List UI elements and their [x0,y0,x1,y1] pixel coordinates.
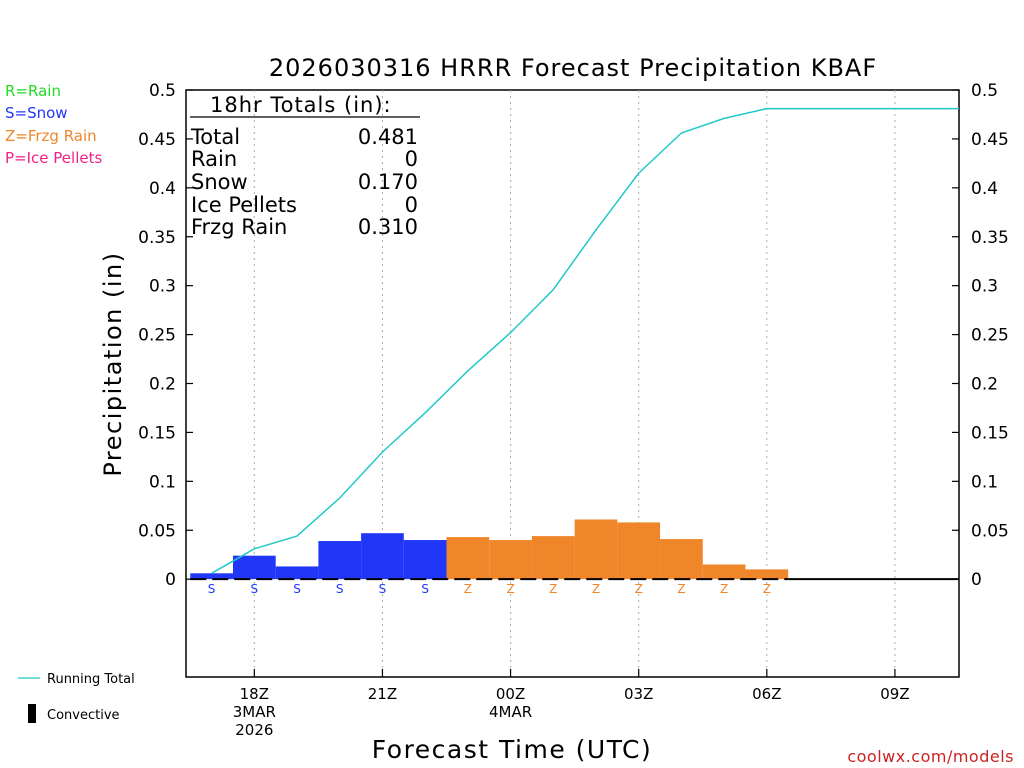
x-axis-label: Forecast Time (UTC) [372,735,652,764]
y-axis-ticks: 0 0 0.05 0.05 0.1 0.1 0.15 0.15 0.2 0.2 0.25 0.25 0.… [138,81,1009,590]
precip-bar [275,566,319,580]
precip-type-marker: Z [592,582,600,596]
running-total-legend-label: Running Total [47,672,135,687]
plot-frame [185,89,960,678]
precip-type-marker: S [251,582,259,596]
type-legend: R=Rain S=Snow Z=Frzg Rain P=Ice Pellets [5,82,102,167]
precip-type-marker: S [336,582,344,596]
precip-bars [190,519,789,580]
chart-title: 2026030316 HRRR Forecast Precipitation K… [269,54,877,82]
precip-type-marker: Z [635,582,643,596]
precip-type-marker: S [379,582,387,596]
y-tick-label-left: 0 [165,570,176,590]
x-tick-label: 06Z [752,685,781,703]
y-tick-label-left: 0.2 [149,375,176,395]
y-tick-label-right: 0.5 [971,81,998,101]
y-tick-label-right: 0.45 [971,130,1009,150]
y-tick-label-left: 0.1 [149,472,176,492]
y-tick-label-left: 0.3 [149,277,176,297]
grid-lines [253,90,896,677]
totals-row-value: 0.481 [358,125,418,149]
x-tick-label: 3MAR [233,703,276,721]
precip-bar [232,555,276,580]
y-tick-label-right: 0.3 [971,277,998,297]
precip-type-marker: Z [677,582,685,596]
precip-bar [190,573,233,580]
precip-bar [617,522,661,580]
precip-type-marker: Z [549,582,557,596]
precip-bar [660,539,703,580]
x-tick-label: 4MAR [489,703,532,721]
y-tick-label-right: 0.25 [971,326,1009,346]
y-tick-label-right: 0.1 [971,472,998,492]
type-legend-frzg-rain: Z=Frzg Rain [5,127,97,145]
y-tick-label-right: 0.2 [971,375,998,395]
totals-header: 18hr Totals (in): [210,93,392,117]
x-tick-label: 09Z [880,685,909,703]
precip-bar [702,564,746,580]
y-tick-label-left: 0.45 [138,130,176,150]
precip-bar [489,540,532,580]
running-total-line [211,107,959,574]
totals-row-label: Ice Pellets [191,193,297,217]
y-tick-label-left: 0.25 [138,326,176,346]
precip-type-marker: S [293,582,301,596]
precip-bar [318,541,362,580]
precip-bar [403,540,447,580]
totals-row-label: Snow [191,170,248,194]
precip-bar [531,536,575,580]
totals-row-value: 0 [405,147,418,171]
running-total-line [211,107,959,574]
totals-row-label: Total [190,125,240,149]
totals-row-label: Rain [191,147,237,171]
x-tick-label: 2026 [235,721,273,739]
type-legend-rain: R=Rain [5,82,61,100]
totals-row-label: Frzg Rain [191,215,287,239]
y-tick-label-right: 0 [971,570,982,590]
precip-type-marker: Z [506,582,514,596]
y-tick-label-left: 0.5 [149,81,176,101]
y-tick-label-left: 0.35 [138,228,176,248]
y-tick-label-right: 0.05 [971,521,1009,541]
precip-bar [745,569,789,580]
totals-row-value: 0.170 [358,170,418,194]
precip-bar [361,533,404,580]
precip-type-marker: Z [720,582,728,596]
precip-type-marker: S [208,582,216,596]
precip-type-marker: Z [464,582,472,596]
totals-box: 18hr Totals (in): Total 0.481 Rain 0 Sno… [190,93,420,239]
credit-link[interactable]: coolwx.com/models [847,747,1014,766]
precip-type-marker: S [421,582,429,596]
y-tick-label-left: 0.15 [138,423,176,443]
totals-row-value: 0 [405,193,418,217]
precip-bar [446,537,490,580]
convective-legend-label: Convective [47,708,120,723]
y-tick-label-right: 0.4 [971,179,998,199]
y-tick-label-left: 0.4 [149,179,176,199]
totals-row-value: 0.310 [358,215,418,239]
y-axis-label: Precipitation (in) [99,251,127,476]
y-tick-label-left: 0.05 [138,521,176,541]
type-legend-snow: S=Snow [5,104,68,122]
x-tick-label: 00Z [496,685,525,703]
precip-type-marker: Z [763,582,771,596]
x-tick-label: 03Z [624,685,653,703]
x-tick-label: 21Z [368,685,397,703]
convective-legend-swatch [28,704,36,723]
y-tick-label-right: 0.35 [971,228,1009,248]
y-tick-label-right: 0.15 [971,423,1009,443]
type-legend-ice-pellets: P=Ice Pellets [5,149,102,167]
precip-bar [574,519,618,580]
x-tick-label: 18Z [240,685,269,703]
